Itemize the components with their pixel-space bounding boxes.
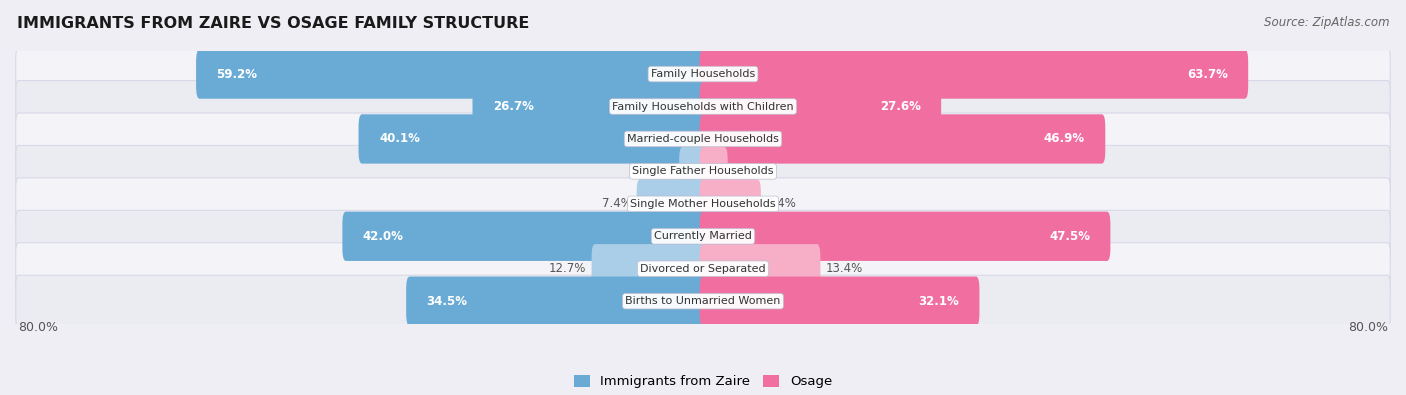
FancyBboxPatch shape [15, 243, 1391, 295]
Text: Currently Married: Currently Married [654, 231, 752, 241]
Text: 40.1%: 40.1% [380, 132, 420, 145]
FancyBboxPatch shape [15, 113, 1391, 165]
FancyBboxPatch shape [15, 145, 1391, 198]
Text: IMMIGRANTS FROM ZAIRE VS OSAGE FAMILY STRUCTURE: IMMIGRANTS FROM ZAIRE VS OSAGE FAMILY ST… [17, 16, 529, 31]
FancyBboxPatch shape [700, 147, 728, 196]
Text: Family Households with Children: Family Households with Children [612, 102, 794, 111]
Text: 80.0%: 80.0% [1348, 321, 1388, 334]
Text: 80.0%: 80.0% [18, 321, 58, 334]
Text: 47.5%: 47.5% [1049, 230, 1090, 243]
Text: 26.7%: 26.7% [494, 100, 534, 113]
FancyBboxPatch shape [15, 275, 1391, 327]
Text: Births to Unmarried Women: Births to Unmarried Women [626, 296, 780, 306]
FancyBboxPatch shape [592, 244, 706, 293]
FancyBboxPatch shape [15, 81, 1391, 132]
FancyBboxPatch shape [700, 276, 980, 326]
FancyBboxPatch shape [343, 212, 706, 261]
Text: 63.7%: 63.7% [1187, 68, 1227, 81]
Text: 46.9%: 46.9% [1043, 132, 1085, 145]
Text: 32.1%: 32.1% [918, 295, 959, 308]
Text: 34.5%: 34.5% [426, 295, 468, 308]
Text: 2.5%: 2.5% [733, 165, 762, 178]
Text: Family Households: Family Households [651, 69, 755, 79]
FancyBboxPatch shape [700, 179, 761, 228]
FancyBboxPatch shape [700, 212, 1111, 261]
FancyBboxPatch shape [700, 114, 1105, 164]
Legend: Immigrants from Zaire, Osage: Immigrants from Zaire, Osage [568, 370, 838, 393]
Text: Single Father Households: Single Father Households [633, 166, 773, 177]
FancyBboxPatch shape [637, 179, 706, 228]
Text: 13.4%: 13.4% [825, 262, 863, 275]
Text: 7.4%: 7.4% [602, 198, 631, 211]
Text: 59.2%: 59.2% [217, 68, 257, 81]
FancyBboxPatch shape [15, 178, 1391, 230]
FancyBboxPatch shape [406, 276, 706, 326]
Text: 2.4%: 2.4% [644, 165, 673, 178]
Text: Married-couple Households: Married-couple Households [627, 134, 779, 144]
FancyBboxPatch shape [700, 82, 941, 131]
Text: 27.6%: 27.6% [880, 100, 921, 113]
Text: 6.4%: 6.4% [766, 198, 796, 211]
FancyBboxPatch shape [700, 244, 820, 293]
Text: 42.0%: 42.0% [363, 230, 404, 243]
FancyBboxPatch shape [15, 211, 1391, 262]
FancyBboxPatch shape [195, 49, 706, 99]
Text: Source: ZipAtlas.com: Source: ZipAtlas.com [1264, 16, 1389, 29]
Text: Divorced or Separated: Divorced or Separated [640, 264, 766, 274]
FancyBboxPatch shape [15, 48, 1391, 100]
FancyBboxPatch shape [472, 82, 706, 131]
FancyBboxPatch shape [700, 49, 1249, 99]
Text: 12.7%: 12.7% [550, 262, 586, 275]
Text: Single Mother Households: Single Mother Households [630, 199, 776, 209]
FancyBboxPatch shape [359, 114, 706, 164]
FancyBboxPatch shape [679, 147, 706, 196]
